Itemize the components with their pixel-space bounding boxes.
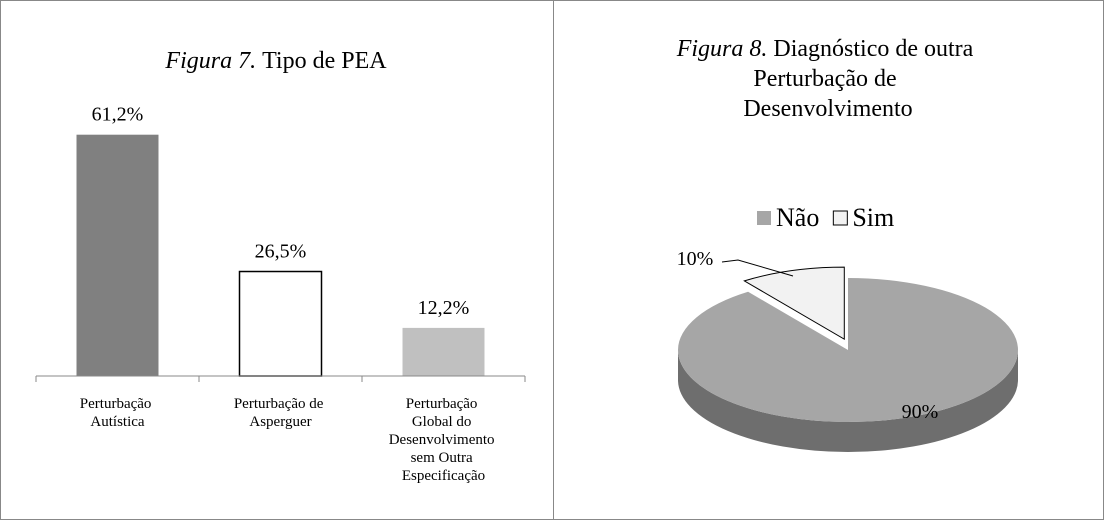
legend-label: Sim (852, 203, 894, 232)
chart-title: Tipo de PEA (262, 48, 387, 74)
data-label: 90% (902, 401, 939, 423)
bar (402, 327, 485, 376)
pie-side (678, 350, 1018, 452)
x-tick-label: Perturbação de Asperguer (234, 396, 327, 430)
leader-line (721, 259, 794, 277)
bar (238, 270, 323, 377)
bar (76, 134, 159, 376)
chart-label: Figura 8. (676, 36, 768, 62)
x-tick-label: Perturbação Autística (80, 396, 155, 430)
pie-slice (743, 266, 845, 341)
x-tick-label: Perturbação Global do Desenvolvimento se… (389, 396, 499, 484)
legend-label: Não (776, 203, 819, 232)
pie-slice (677, 278, 1018, 422)
chart-label: Figura 7. (164, 48, 256, 74)
data-label: 61,2% (92, 104, 144, 126)
legend-swatch (832, 210, 848, 226)
chart-title: Diagnóstico de outra Perturbação de Dese… (743, 36, 979, 122)
data-label: 26,5% (255, 241, 307, 263)
data-label: 12,2% (418, 297, 470, 319)
data-label: 10% (677, 248, 714, 270)
legend-swatch (757, 211, 771, 225)
